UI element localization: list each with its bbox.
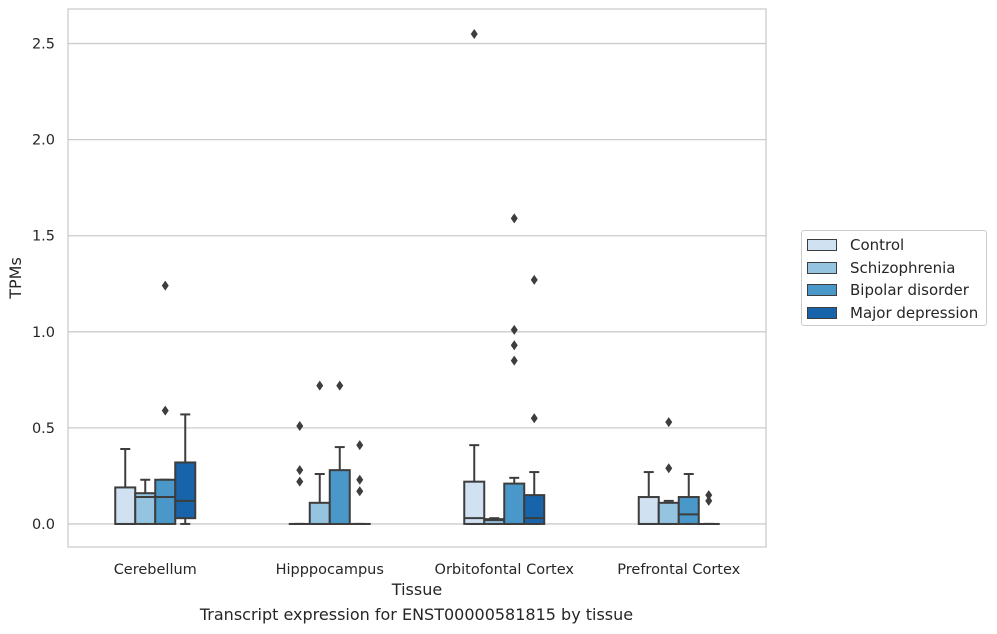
legend-item: Major depression [807,304,978,322]
legend-swatch [807,239,837,251]
y-tick-labels: 0.0 0.5 1.0 1.5 2.0 2.5 [32,37,55,533]
box-group [637,471,660,525]
box-group [523,274,546,525]
box-group [348,440,371,525]
box [154,478,177,525]
plot-frame [67,8,767,548]
box [503,482,526,525]
y-tick-label: 2.0 [32,133,55,149]
box [637,496,660,525]
legend-label: Bipolar disorder [850,281,969,299]
box-group [483,517,506,525]
box-group [308,380,331,525]
outlier-point [161,280,169,291]
outlier-point [356,440,364,451]
grid-layer [68,42,766,525]
legend-swatch [807,261,837,274]
outlier-point [470,28,478,39]
x-tick-label: Prefrontal Cortex [617,562,740,578]
legend-swatch [807,306,837,319]
x-tick-label: Orbitofontal Cortex [435,562,575,578]
outlier-point [510,355,518,366]
outlier-point [316,380,324,391]
box-group [154,280,177,525]
x-tick-labels: Cerebellum Hipppocampus Orbitofontal Corte… [114,562,741,578]
outlier-point [356,486,364,497]
box-group [174,413,197,525]
box [657,501,680,525]
y-tick-label: 0.5 [32,421,55,437]
outlier-point [510,324,518,335]
outlier-point [530,274,538,285]
outlier-point [296,465,304,476]
box [463,480,486,525]
legend-item: Bipolar disorder [807,281,969,299]
box-group [657,417,680,525]
box-group [697,490,720,525]
x-tick-label: Cerebellum [114,562,197,578]
legend-item: Schizophrenia [807,259,955,277]
outlier-point [510,340,518,351]
outlier-point [161,405,169,416]
x-tick-label: Hipppocampus [276,562,384,578]
box [308,501,331,525]
outlier-point [336,380,344,391]
box [523,494,546,525]
outlier-point [510,213,518,224]
box-group [134,478,157,525]
box-layer [114,28,720,525]
box [174,461,197,520]
outlier-point [705,495,713,506]
legend-item: Control [807,236,904,254]
outlier-point [296,476,304,487]
outlier-point [665,417,673,428]
x-axis-label: Tissue [391,580,442,599]
y-tick-label: 0.0 [32,517,55,533]
box [677,496,700,525]
outlier-point [705,490,713,501]
outlier-point [356,474,364,485]
legend-label: Control [850,236,905,254]
box [328,469,351,525]
y-axis-label: TPMs [6,257,25,300]
outlier-point [665,463,673,474]
box [114,486,137,525]
y-tick-label: 2.5 [32,37,55,53]
outlier-point [296,420,304,431]
box-group [677,472,700,525]
legend-label: Major depression [850,303,979,322]
box-group [463,28,486,525]
chart-caption: Transcript expression for ENST0000058181… [199,605,634,624]
box-group [328,380,351,525]
legend-label: Schizophrenia [850,258,956,277]
y-tick-label: 1.5 [32,229,55,245]
box-group [288,420,311,525]
legend: Control Schizophrenia Bipolar disorder Majo… [801,230,987,326]
y-tick-label: 1.0 [32,325,55,341]
outlier-point [530,413,538,424]
box-group [503,213,526,525]
box-group [114,448,137,525]
legend-swatch [807,284,837,296]
